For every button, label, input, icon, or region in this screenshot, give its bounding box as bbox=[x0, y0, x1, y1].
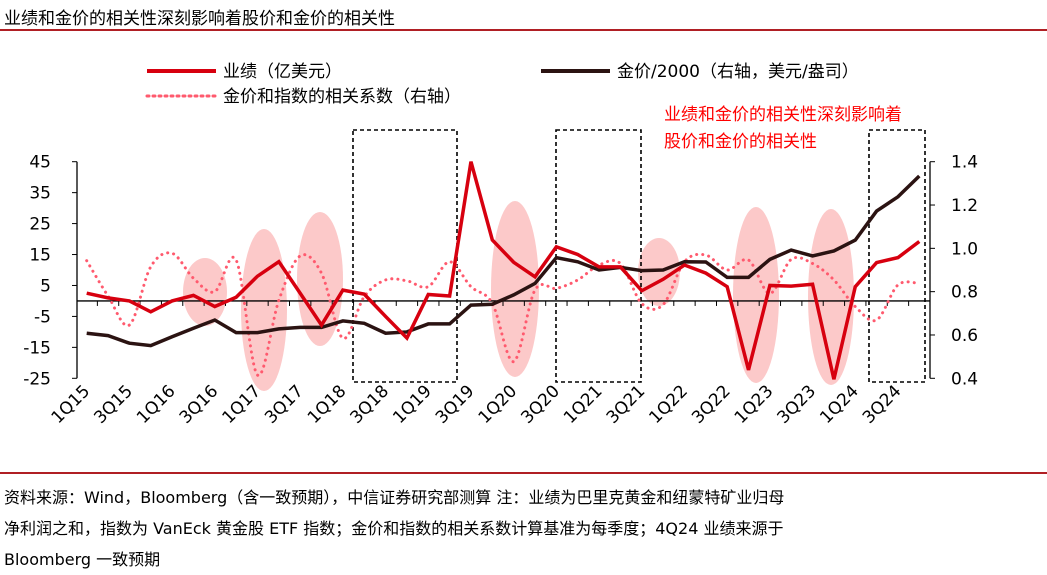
x-tick-label: 3Q18 bbox=[347, 381, 394, 428]
dashed-highlight-box bbox=[353, 130, 457, 382]
left-tick-label: 35 bbox=[29, 184, 51, 204]
x-tick-label: 3Q19 bbox=[432, 381, 479, 428]
left-tick-label: -15 bbox=[23, 338, 51, 358]
left-tick-label: -5 bbox=[34, 307, 51, 327]
dashed-highlight-box bbox=[556, 130, 641, 382]
left-tick-label: 15 bbox=[29, 246, 51, 266]
legend-label-correlation: 金价和指数的相关系数（右轴） bbox=[223, 87, 461, 107]
chart-annotation: 业绩和金价的相关性深刻影响着 股价和金价的相关性 bbox=[664, 102, 902, 156]
highlight-ellipse bbox=[491, 201, 539, 377]
legend-label-earnings: 业绩（亿美元） bbox=[223, 62, 342, 82]
source-note: 资料来源：Wind，Bloomberg（含一致预期），中信证券研究部测算 注：业… bbox=[4, 482, 1044, 575]
x-tick-label: 3Q20 bbox=[517, 381, 564, 428]
x-tick-label: 1Q17 bbox=[218, 381, 265, 428]
annotation-line: 股价和金价的相关性 bbox=[664, 129, 902, 156]
footer-divider bbox=[0, 472, 1047, 474]
source-note-line: 净利润之和，指数为 VanEck 黄金股 ETF 指数；金价和指数的相关系数计算… bbox=[4, 513, 1044, 544]
right-tick-label: 0.6 bbox=[951, 326, 978, 346]
x-tick-label: 1Q15 bbox=[48, 381, 95, 428]
x-tick-label: 1Q21 bbox=[560, 381, 607, 428]
x-tick-label: 3Q24 bbox=[859, 381, 906, 428]
x-tick-label: 1Q23 bbox=[731, 381, 778, 428]
source-note-line: 资料来源：Wind，Bloomberg（含一致预期），中信证券研究部测算 注：业… bbox=[4, 482, 1044, 513]
right-tick-label: 1.4 bbox=[951, 153, 978, 173]
x-tick-label: 1Q22 bbox=[645, 381, 692, 428]
x-tick-label: 1Q18 bbox=[304, 381, 351, 428]
x-tick-label: 3Q22 bbox=[688, 381, 735, 428]
right-tick-label: 1.2 bbox=[951, 196, 978, 216]
left-tick-label: 5 bbox=[40, 276, 51, 296]
dashed-highlight-box bbox=[869, 130, 925, 382]
right-tick-label: 0.4 bbox=[951, 369, 978, 389]
annotation-line: 业绩和金价的相关性深刻影响着 bbox=[664, 102, 902, 129]
legend-label-gold: 金价/2000（右轴，美元/盎司） bbox=[617, 62, 859, 82]
x-tick-label: 3Q16 bbox=[176, 381, 223, 428]
right-tick-label: 1.0 bbox=[951, 239, 978, 259]
highlight-ellipse bbox=[733, 207, 779, 383]
x-tick-label: 1Q16 bbox=[133, 381, 180, 428]
left-tick-label: 45 bbox=[29, 153, 51, 173]
x-tick-label: 3Q21 bbox=[603, 381, 650, 428]
left-tick-label: -25 bbox=[23, 369, 51, 389]
x-tick-label: 1Q24 bbox=[816, 381, 863, 428]
x-tick-label: 1Q19 bbox=[389, 381, 436, 428]
chart: 45 35 25 15 5 -5 -15 -25 1.4 1.2 1.0 0.8 0.6 0.4 1Q15… bbox=[0, 0, 1047, 470]
left-tick-label: 25 bbox=[29, 215, 51, 235]
highlight-ellipse bbox=[183, 258, 227, 326]
x-tick-label: 3Q15 bbox=[90, 381, 137, 428]
x-tick-label: 1Q20 bbox=[475, 381, 522, 428]
right-tick-label: 0.8 bbox=[951, 283, 978, 303]
x-tick-label: 3Q23 bbox=[774, 381, 821, 428]
source-note-line: Bloomberg 一致预期 bbox=[4, 544, 1044, 575]
